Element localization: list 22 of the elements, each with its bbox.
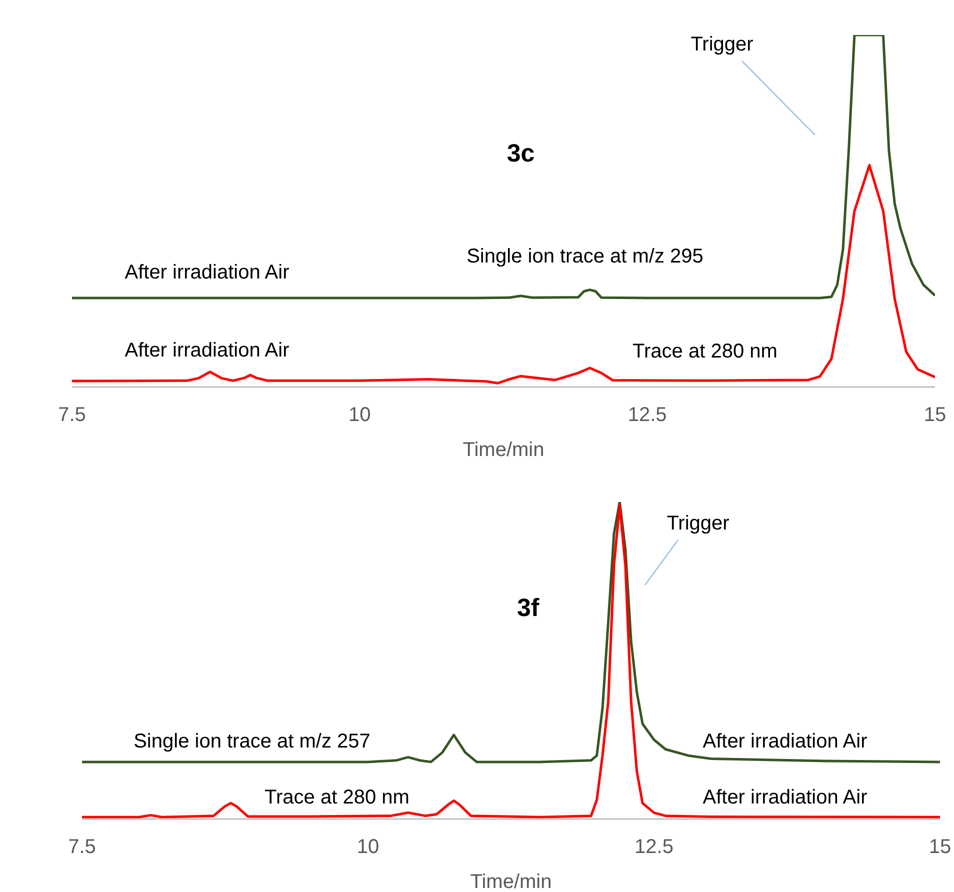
annotation: After irradiation Air [124, 339, 290, 362]
x-tick-label: 12.5 [628, 404, 667, 426]
annotation: Trigger [666, 512, 730, 534]
x-tick-label: 7.5 [68, 836, 96, 858]
annotation: After irradiation Air [702, 730, 868, 752]
text: 3c [506, 140, 535, 168]
text: 3f [517, 594, 540, 622]
x-tick-label: 15 [924, 404, 946, 426]
x-tick-label: 10 [356, 836, 380, 858]
x-axis-title: Time/min [462, 439, 544, 461]
annotation: After irradiation Air [702, 786, 868, 808]
x-tick-label: 7.5 [58, 404, 86, 426]
x-tick-label: 10 [348, 404, 371, 426]
x-tick-label: 15 [928, 836, 952, 858]
series-label: Single ion trace at m/z 257 [134, 730, 370, 752]
series-label: Single ion trace at m/z 295 [466, 245, 704, 268]
annotation: After irradiation Air [124, 261, 290, 284]
series-label: Trace at 280 nm [632, 340, 778, 362]
annotation: Trigger [690, 33, 754, 56]
x-axis-title: Time/min [470, 871, 552, 892]
series-label: Trace at 280 nm [264, 786, 410, 808]
x-tick-label: 12.5 [634, 836, 674, 858]
